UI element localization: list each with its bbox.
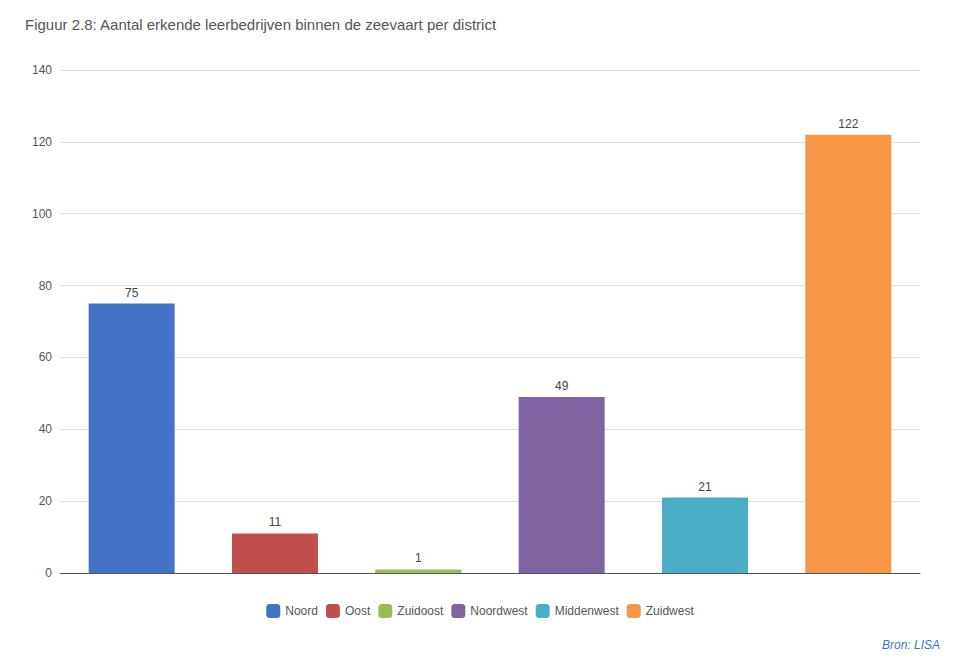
svg-text:80: 80 (39, 279, 53, 293)
svg-text:1: 1 (415, 551, 422, 565)
svg-text:49: 49 (555, 379, 569, 393)
svg-text:Figuur 2.8: Aantal erkende lee: Figuur 2.8: Aantal erkende leerbedrijven… (25, 16, 497, 33)
svg-text:Noord: Noord (285, 604, 318, 618)
svg-text:20: 20 (39, 494, 53, 508)
svg-text:11: 11 (269, 515, 282, 529)
svg-text:60: 60 (39, 350, 53, 364)
svg-text:Zuidoost: Zuidoost (397, 604, 444, 618)
svg-text:Middenwest: Middenwest (555, 604, 620, 618)
svg-text:21: 21 (698, 480, 712, 494)
svg-text:100: 100 (32, 207, 52, 221)
svg-text:Noordwest: Noordwest (470, 604, 528, 618)
svg-text:Zuidwest: Zuidwest (646, 604, 695, 618)
svg-text:122: 122 (838, 117, 858, 131)
svg-text:0: 0 (45, 566, 52, 580)
svg-text:Oost: Oost (345, 604, 371, 618)
svg-text:75: 75 (125, 286, 139, 300)
svg-text:120: 120 (32, 135, 52, 149)
svg-text:140: 140 (32, 63, 52, 77)
svg-text:40: 40 (39, 422, 53, 436)
svg-text:Bron: LISA: Bron: LISA (882, 638, 940, 652)
